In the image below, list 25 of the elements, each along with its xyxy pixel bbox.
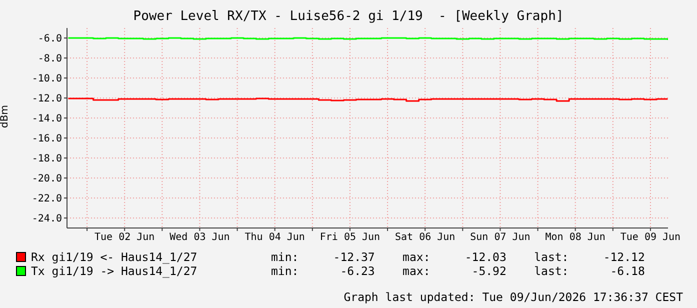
x-tick-label: Mon 08 Jun (545, 232, 606, 244)
y-tick-label: -16.0 (32, 134, 62, 145)
text: min: -6.23 max: -5.92 last: -6.18 (271, 264, 645, 278)
x-tick-label: Tue 02 Jun (94, 232, 155, 244)
y-tick-label: -24.0 (32, 214, 62, 225)
y-axis-title: dBm (0, 105, 11, 128)
y-tick-label: -8.0 (38, 54, 62, 65)
y-tick-label: -18.0 (32, 154, 62, 165)
text: Graph last updated: Tue 09/Jun/2026 17:36:37 CEST (344, 290, 683, 304)
legend-label: Tx gi1/19 -> Haus14_1/27 (31, 264, 198, 278)
legend-label: Rx gi1/19 <- Haus14_1/27 (31, 250, 198, 264)
y-tick-label: -12.0 (32, 94, 62, 105)
y-tick-label: -22.0 (32, 194, 62, 205)
chart-title: Power Level RX/TX - Luise56-2 gi 1/19 - [Weekly Graph] (132, 9, 565, 24)
x-tick-label: Wed 03 Jun (170, 232, 230, 244)
y-tick-label: -10.0 (32, 74, 62, 85)
x-tick-label: Sun 07 Jun (470, 232, 530, 244)
y-tick-label: -6.0 (38, 34, 62, 45)
x-tick-label: Thu 04 Jun (244, 232, 305, 244)
x-tick-label: Sat 06 Jun (394, 232, 456, 244)
y-tick-label: -20.0 (32, 174, 62, 185)
x-tick-label: Tue 09 Jun (620, 232, 681, 244)
y-tick-label: -14.0 (32, 114, 62, 125)
text: min: -12.37 max: -12.03 last: -12.12 (271, 250, 645, 264)
x-tick-label: Fri 05 Jun (320, 232, 380, 244)
